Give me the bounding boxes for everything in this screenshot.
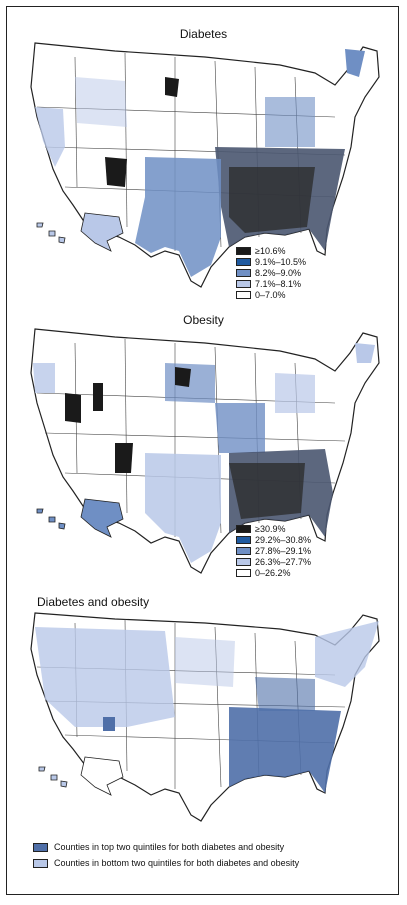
legend-swatch	[33, 842, 48, 852]
legend-swatch	[236, 257, 251, 266]
legend-label: 29.2%–30.8%	[255, 534, 312, 545]
diabetes-map-title: Diabetes	[179, 27, 228, 41]
legend-swatch	[236, 535, 251, 544]
obesity-map-title: Obesity	[183, 313, 224, 327]
obesity-legend-item: 29.2%–30.8%	[236, 534, 311, 545]
obesity-legend-item: ≥30.9%	[236, 523, 311, 534]
legend-label: 8.2%–9.0%	[255, 267, 302, 278]
legend-label: Counties in top two quintiles for both d…	[54, 842, 285, 852]
legend-swatch	[236, 290, 251, 299]
legend-label: 0–26.2%	[255, 567, 291, 578]
diabetes-alaska-hawaii	[36, 212, 124, 252]
combined-shaded-regions	[35, 621, 379, 793]
legend-swatch	[33, 858, 48, 868]
legend-label: 0–7.0%	[255, 289, 286, 300]
obesity-alaska-hawaii	[36, 498, 124, 538]
legend-swatch	[236, 557, 251, 566]
diabetes-shaded-regions	[35, 49, 365, 277]
combined-alaska-hawaii	[38, 756, 124, 796]
diabetes-legend-item: 7.1%–8.1%	[236, 278, 306, 289]
diabetes-legend-item: ≥10.6%	[236, 245, 306, 256]
combined-map	[30, 612, 380, 822]
legend-swatch	[236, 546, 251, 555]
diabetes-legend: ≥10.6% 9.1%–10.5% 8.2%–9.0% 7.1%–8.1% 0–…	[236, 245, 306, 300]
legend-swatch	[236, 279, 251, 288]
legend-label: 26.3%–27.7%	[255, 556, 312, 567]
diabetes-legend-item: 8.2%–9.0%	[236, 267, 306, 278]
obesity-legend-item: 27.8%–29.1%	[236, 545, 311, 556]
legend-swatch	[236, 568, 251, 577]
legend-swatch	[236, 246, 251, 255]
obesity-shaded-regions	[33, 343, 375, 563]
legend-label: 27.8%–29.1%	[255, 545, 312, 556]
combined-legend-item: Counties in bottom two quintiles for bot…	[33, 855, 299, 871]
legend-label: 9.1%–10.5%	[255, 256, 307, 267]
combined-map-title: Diabetes and obesity	[37, 595, 150, 609]
combined-legend-item: Counties in top two quintiles for both d…	[33, 839, 299, 855]
diabetes-legend-item: 0–7.0%	[236, 289, 306, 300]
obesity-legend-item: 26.3%–27.7%	[236, 556, 311, 567]
diabetes-legend-item: 9.1%–10.5%	[236, 256, 306, 267]
legend-swatch	[236, 524, 251, 533]
legend-label: ≥30.9%	[255, 523, 286, 534]
legend-label: ≥10.6%	[255, 245, 286, 256]
legend-label: Counties in bottom two quintiles for bot…	[54, 858, 300, 868]
obesity-legend-item: 0–26.2%	[236, 567, 311, 578]
diabetes-map	[30, 42, 380, 288]
legend-label: 7.1%–8.1%	[255, 278, 302, 289]
combined-legend: Counties in top two quintiles for both d…	[33, 839, 299, 871]
legend-swatch	[236, 268, 251, 277]
obesity-legend: ≥30.9% 29.2%–30.8% 27.8%–29.1% 26.3%–27.…	[236, 523, 311, 578]
figure-frame: Diabetes ≥10.6%	[6, 6, 399, 895]
obesity-map	[30, 328, 380, 574]
